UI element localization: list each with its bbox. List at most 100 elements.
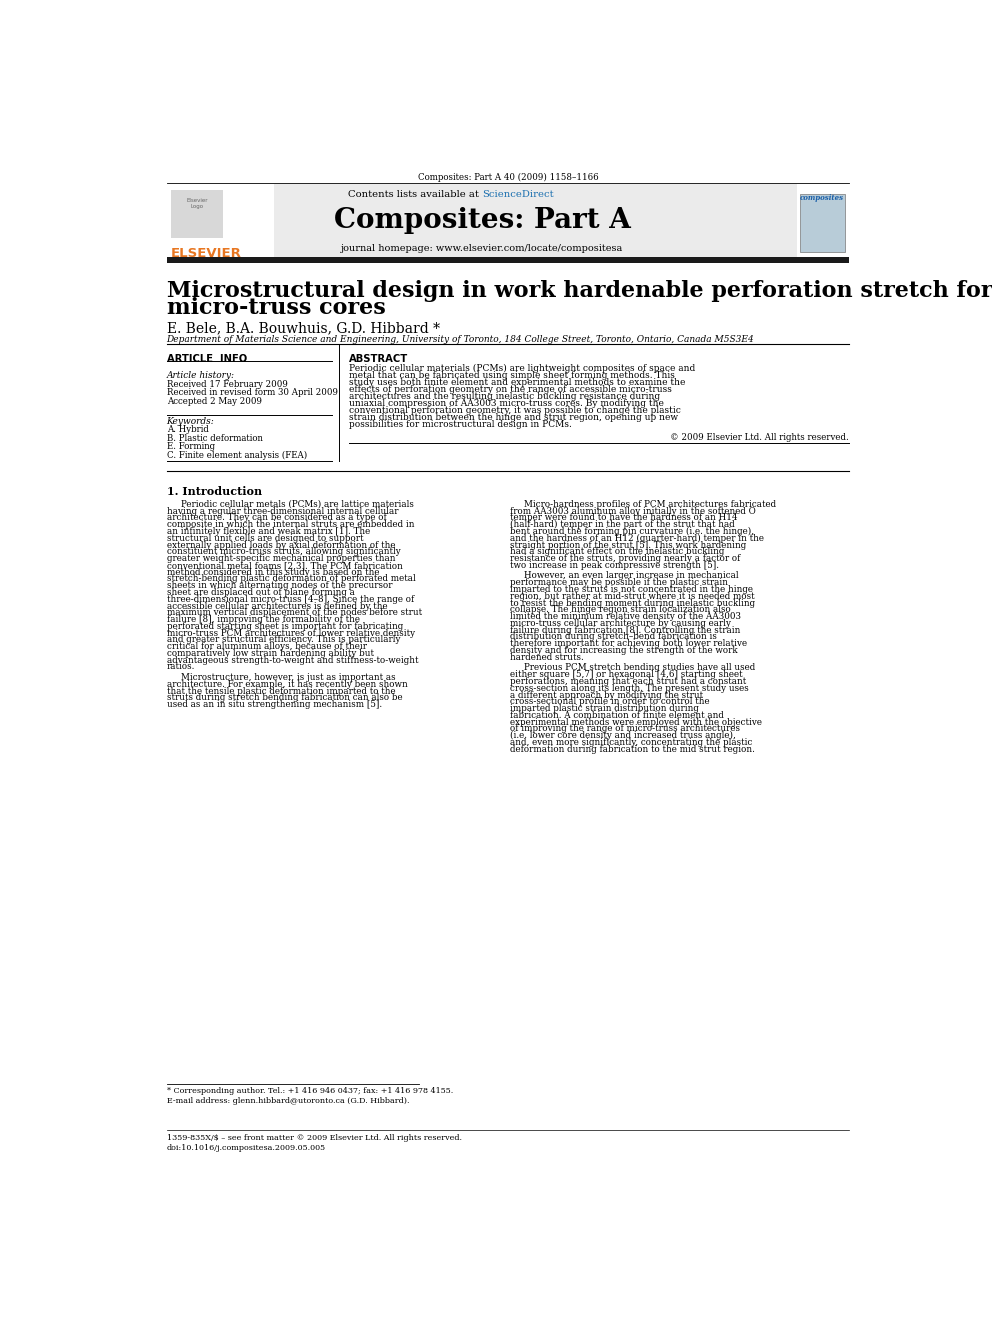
Text: strain distribution between the hinge and strut region, opening up new: strain distribution between the hinge an…: [349, 413, 678, 422]
Text: Composites: Part A: Composites: Part A: [333, 208, 631, 234]
Text: B. Plastic deformation: B. Plastic deformation: [167, 434, 263, 443]
Text: conventional metal foams [2,3]. The PCM fabrication: conventional metal foams [2,3]. The PCM …: [167, 561, 403, 570]
Text: Department of Materials Science and Engineering, University of Toronto, 184 Coll: Department of Materials Science and Engi…: [167, 335, 754, 344]
Text: that the tensile plastic deformation imparted to the: that the tensile plastic deformation imp…: [167, 687, 395, 696]
Text: composite in which the internal struts are embedded in: composite in which the internal struts a…: [167, 520, 414, 529]
Text: Periodic cellular metals (PCMs) are lattice materials: Periodic cellular metals (PCMs) are latt…: [181, 500, 414, 509]
Text: ABSTRACT: ABSTRACT: [349, 353, 408, 364]
Text: conventional perforation geometry, it was possible to change the plastic: conventional perforation geometry, it wa…: [349, 406, 681, 415]
Text: possibilities for microstructural design in PCMs.: possibilities for microstructural design…: [349, 421, 571, 429]
Text: * Corresponding author. Tel.: +1 416 946 0437; fax: +1 416 978 4155.: * Corresponding author. Tel.: +1 416 946…: [167, 1088, 453, 1095]
Text: micro-truss cellular architecture by causing early: micro-truss cellular architecture by cau…: [510, 619, 731, 628]
Text: metal that can be fabricated using simple sheet forming methods. This: metal that can be fabricated using simpl…: [349, 370, 675, 380]
Text: E. Bele, B.A. Bouwhuis, G.D. Hibbard *: E. Bele, B.A. Bouwhuis, G.D. Hibbard *: [167, 321, 439, 335]
Text: E. Forming: E. Forming: [167, 442, 214, 451]
Text: architectures and the resulting inelastic buckling resistance during: architectures and the resulting inelasti…: [349, 392, 660, 401]
Text: externally applied loads by axial deformation of the: externally applied loads by axial deform…: [167, 541, 395, 549]
Text: experimental methods were employed with the objective: experimental methods were employed with …: [510, 717, 762, 726]
Text: imparted plastic strain distribution during: imparted plastic strain distribution dur…: [510, 704, 698, 713]
Text: Microstructure, however, is just as important as: Microstructure, however, is just as impo…: [181, 673, 395, 683]
Text: uniaxial compression of AA3003 micro-truss cores. By modifying the: uniaxial compression of AA3003 micro-tru…: [349, 400, 664, 407]
Text: Keywords:: Keywords:: [167, 418, 214, 426]
Text: Contents lists available at: Contents lists available at: [348, 189, 482, 198]
Text: performance may be possible if the plastic strain: performance may be possible if the plast…: [510, 578, 728, 587]
Bar: [171, 191, 223, 238]
Text: accessible cellular architectures is defined by the: accessible cellular architectures is def…: [167, 602, 387, 610]
Text: imparted to the struts is not concentrated in the hinge: imparted to the struts is not concentrat…: [510, 585, 753, 594]
Text: Periodic cellular materials (PCMs) are lightweight composites of space and: Periodic cellular materials (PCMs) are l…: [349, 364, 695, 373]
Text: temper were found to have the hardness of an H14: temper were found to have the hardness o…: [510, 513, 738, 523]
Text: Micro-hardness profiles of PCM architectures fabricated: Micro-hardness profiles of PCM architect…: [524, 500, 776, 509]
Text: fabrication. A combination of finite element and: fabrication. A combination of finite ele…: [510, 710, 724, 720]
Text: failure during fabrication [8]. Controlling the strain: failure during fabrication [8]. Controll…: [510, 626, 740, 635]
Text: failure [8], improving the formability of the: failure [8], improving the formability o…: [167, 615, 360, 624]
Text: sheet are displaced out of plane forming a: sheet are displaced out of plane forming…: [167, 587, 354, 597]
Text: ScienceDirect: ScienceDirect: [482, 189, 554, 198]
Text: from AA3003 aluminum alloy initially in the softened O: from AA3003 aluminum alloy initially in …: [510, 507, 756, 516]
Text: Composites: Part A 40 (2009) 1158–1166: Composites: Part A 40 (2009) 1158–1166: [418, 172, 599, 181]
Text: and the hardness of an H12 (quarter-hard) temper in the: and the hardness of an H12 (quarter-hard…: [510, 533, 764, 542]
Text: doi:10.1016/j.compositesa.2009.05.005: doi:10.1016/j.compositesa.2009.05.005: [167, 1143, 325, 1151]
Text: of improving the range of micro-truss architectures: of improving the range of micro-truss ar…: [510, 725, 740, 733]
Text: method considered in this study is based on the: method considered in this study is based…: [167, 568, 379, 577]
Text: and, even more significantly, concentrating the plastic: and, even more significantly, concentrat…: [510, 738, 752, 747]
Text: micro-truss PCM architectures of lower relative density: micro-truss PCM architectures of lower r…: [167, 628, 415, 638]
Text: collapse. The hinge region strain localization also: collapse. The hinge region strain locali…: [510, 606, 731, 614]
Text: Received in revised form 30 April 2009: Received in revised form 30 April 2009: [167, 388, 337, 397]
Text: 1. Introduction: 1. Introduction: [167, 486, 262, 497]
Text: therefore important for achieving both lower relative: therefore important for achieving both l…: [510, 639, 747, 648]
Text: A. Hybrid: A. Hybrid: [167, 425, 208, 434]
Text: stretch-bending plastic deformation of perforated metal: stretch-bending plastic deformation of p…: [167, 574, 416, 583]
Text: ARTICLE  INFO: ARTICLE INFO: [167, 353, 247, 364]
Text: Article history:: Article history:: [167, 370, 235, 380]
Text: cross-section along its length. The present study uses: cross-section along its length. The pres…: [510, 684, 749, 693]
Text: either square [5,7] or hexagonal [4,6] starting sheet: either square [5,7] or hexagonal [4,6] s…: [510, 671, 743, 679]
Text: a different approach by modifying the strut: a different approach by modifying the st…: [510, 691, 703, 700]
Text: struts during stretch bending fabrication can also be: struts during stretch bending fabricatio…: [167, 693, 402, 703]
Text: advantageous strength-to-weight and stiffness-to-weight: advantageous strength-to-weight and stif…: [167, 656, 418, 664]
Text: Accepted 2 May 2009: Accepted 2 May 2009: [167, 397, 262, 406]
Text: had a significant effect on the inelastic buckling: had a significant effect on the inelasti…: [510, 548, 724, 556]
Text: density and for increasing the strength of the work: density and for increasing the strength …: [510, 646, 738, 655]
Text: three-dimensional micro-truss [4–8]. Since the range of: three-dimensional micro-truss [4–8]. Sin…: [167, 595, 414, 603]
Text: architecture. They can be considered as a type of: architecture. They can be considered as …: [167, 513, 386, 523]
Bar: [167, 184, 274, 257]
Text: ratios.: ratios.: [167, 663, 195, 672]
Text: journal homepage: www.elsevier.com/locate/compositesa: journal homepage: www.elsevier.com/locat…: [341, 245, 623, 253]
Text: limited the minimum relative density of the AA3003: limited the minimum relative density of …: [510, 613, 741, 620]
Text: (half-hard) temper in the part of the strut that had: (half-hard) temper in the part of the st…: [510, 520, 735, 529]
Text: Microstructural design in work hardenable perforation stretch formed: Microstructural design in work hardenabl…: [167, 280, 992, 303]
Text: to resist the bending moment during inelastic buckling: to resist the bending moment during inel…: [510, 598, 755, 607]
Text: maximum vertical displacement of the nodes before strut: maximum vertical displacement of the nod…: [167, 609, 422, 618]
Bar: [167, 184, 848, 257]
Text: critical for aluminum alloys, because of their: critical for aluminum alloys, because of…: [167, 642, 367, 651]
Bar: [167, 257, 848, 263]
Text: bent around the forming pin curvature (i.e. the hinge),: bent around the forming pin curvature (i…: [510, 527, 754, 536]
Text: Received 17 February 2009: Received 17 February 2009: [167, 380, 288, 389]
Text: However, an even larger increase in mechanical: However, an even larger increase in mech…: [524, 572, 738, 581]
Text: effects of perforation geometry on the range of accessible micro-truss: effects of perforation geometry on the r…: [349, 385, 672, 394]
Text: distribution during stretch–bend fabrication is: distribution during stretch–bend fabrica…: [510, 632, 717, 642]
Text: having a regular three-dimensional internal cellular: having a regular three-dimensional inter…: [167, 507, 398, 516]
Text: constituent micro-truss struts, allowing significantly: constituent micro-truss struts, allowing…: [167, 548, 401, 556]
Text: resistance of the struts, providing nearly a factor of: resistance of the struts, providing near…: [510, 554, 740, 564]
Text: hardened struts.: hardened struts.: [510, 652, 583, 662]
Text: architecture. For example, it has recently been shown: architecture. For example, it has recent…: [167, 680, 408, 689]
Text: two increase in peak compressive strength [5].: two increase in peak compressive strengt…: [510, 561, 719, 570]
Text: perforations, meaning that each strut had a constant: perforations, meaning that each strut ha…: [510, 677, 746, 685]
Text: sheets in which alternating nodes of the precursor: sheets in which alternating nodes of the…: [167, 581, 392, 590]
Text: C. Finite element analysis (FEA): C. Finite element analysis (FEA): [167, 451, 307, 459]
Text: (i.e. lower core density and increased truss angle),: (i.e. lower core density and increased t…: [510, 732, 736, 741]
Text: Elsevier
Logo: Elsevier Logo: [186, 198, 207, 209]
Text: straight portion of the strut [5]. This work hardening: straight portion of the strut [5]. This …: [510, 541, 746, 549]
Text: perforated starting sheet is important for fabricating: perforated starting sheet is important f…: [167, 622, 403, 631]
Text: micro-truss cores: micro-truss cores: [167, 298, 385, 319]
Text: and greater structural efficiency. This is particularly: and greater structural efficiency. This …: [167, 635, 400, 644]
Text: an infinitely flexible and weak matrix [1]. The: an infinitely flexible and weak matrix […: [167, 527, 370, 536]
Text: study uses both finite element and experimental methods to examine the: study uses both finite element and exper…: [349, 378, 685, 386]
Text: © 2009 Elsevier Ltd. All rights reserved.: © 2009 Elsevier Ltd. All rights reserved…: [670, 434, 848, 442]
Text: region, but rather at mid-strut where it is needed most: region, but rather at mid-strut where it…: [510, 591, 755, 601]
Bar: [797, 184, 848, 257]
Text: used as an in situ strengthening mechanism [5].: used as an in situ strengthening mechani…: [167, 700, 382, 709]
Text: deformation during fabrication to the mid strut region.: deformation during fabrication to the mi…: [510, 745, 755, 754]
